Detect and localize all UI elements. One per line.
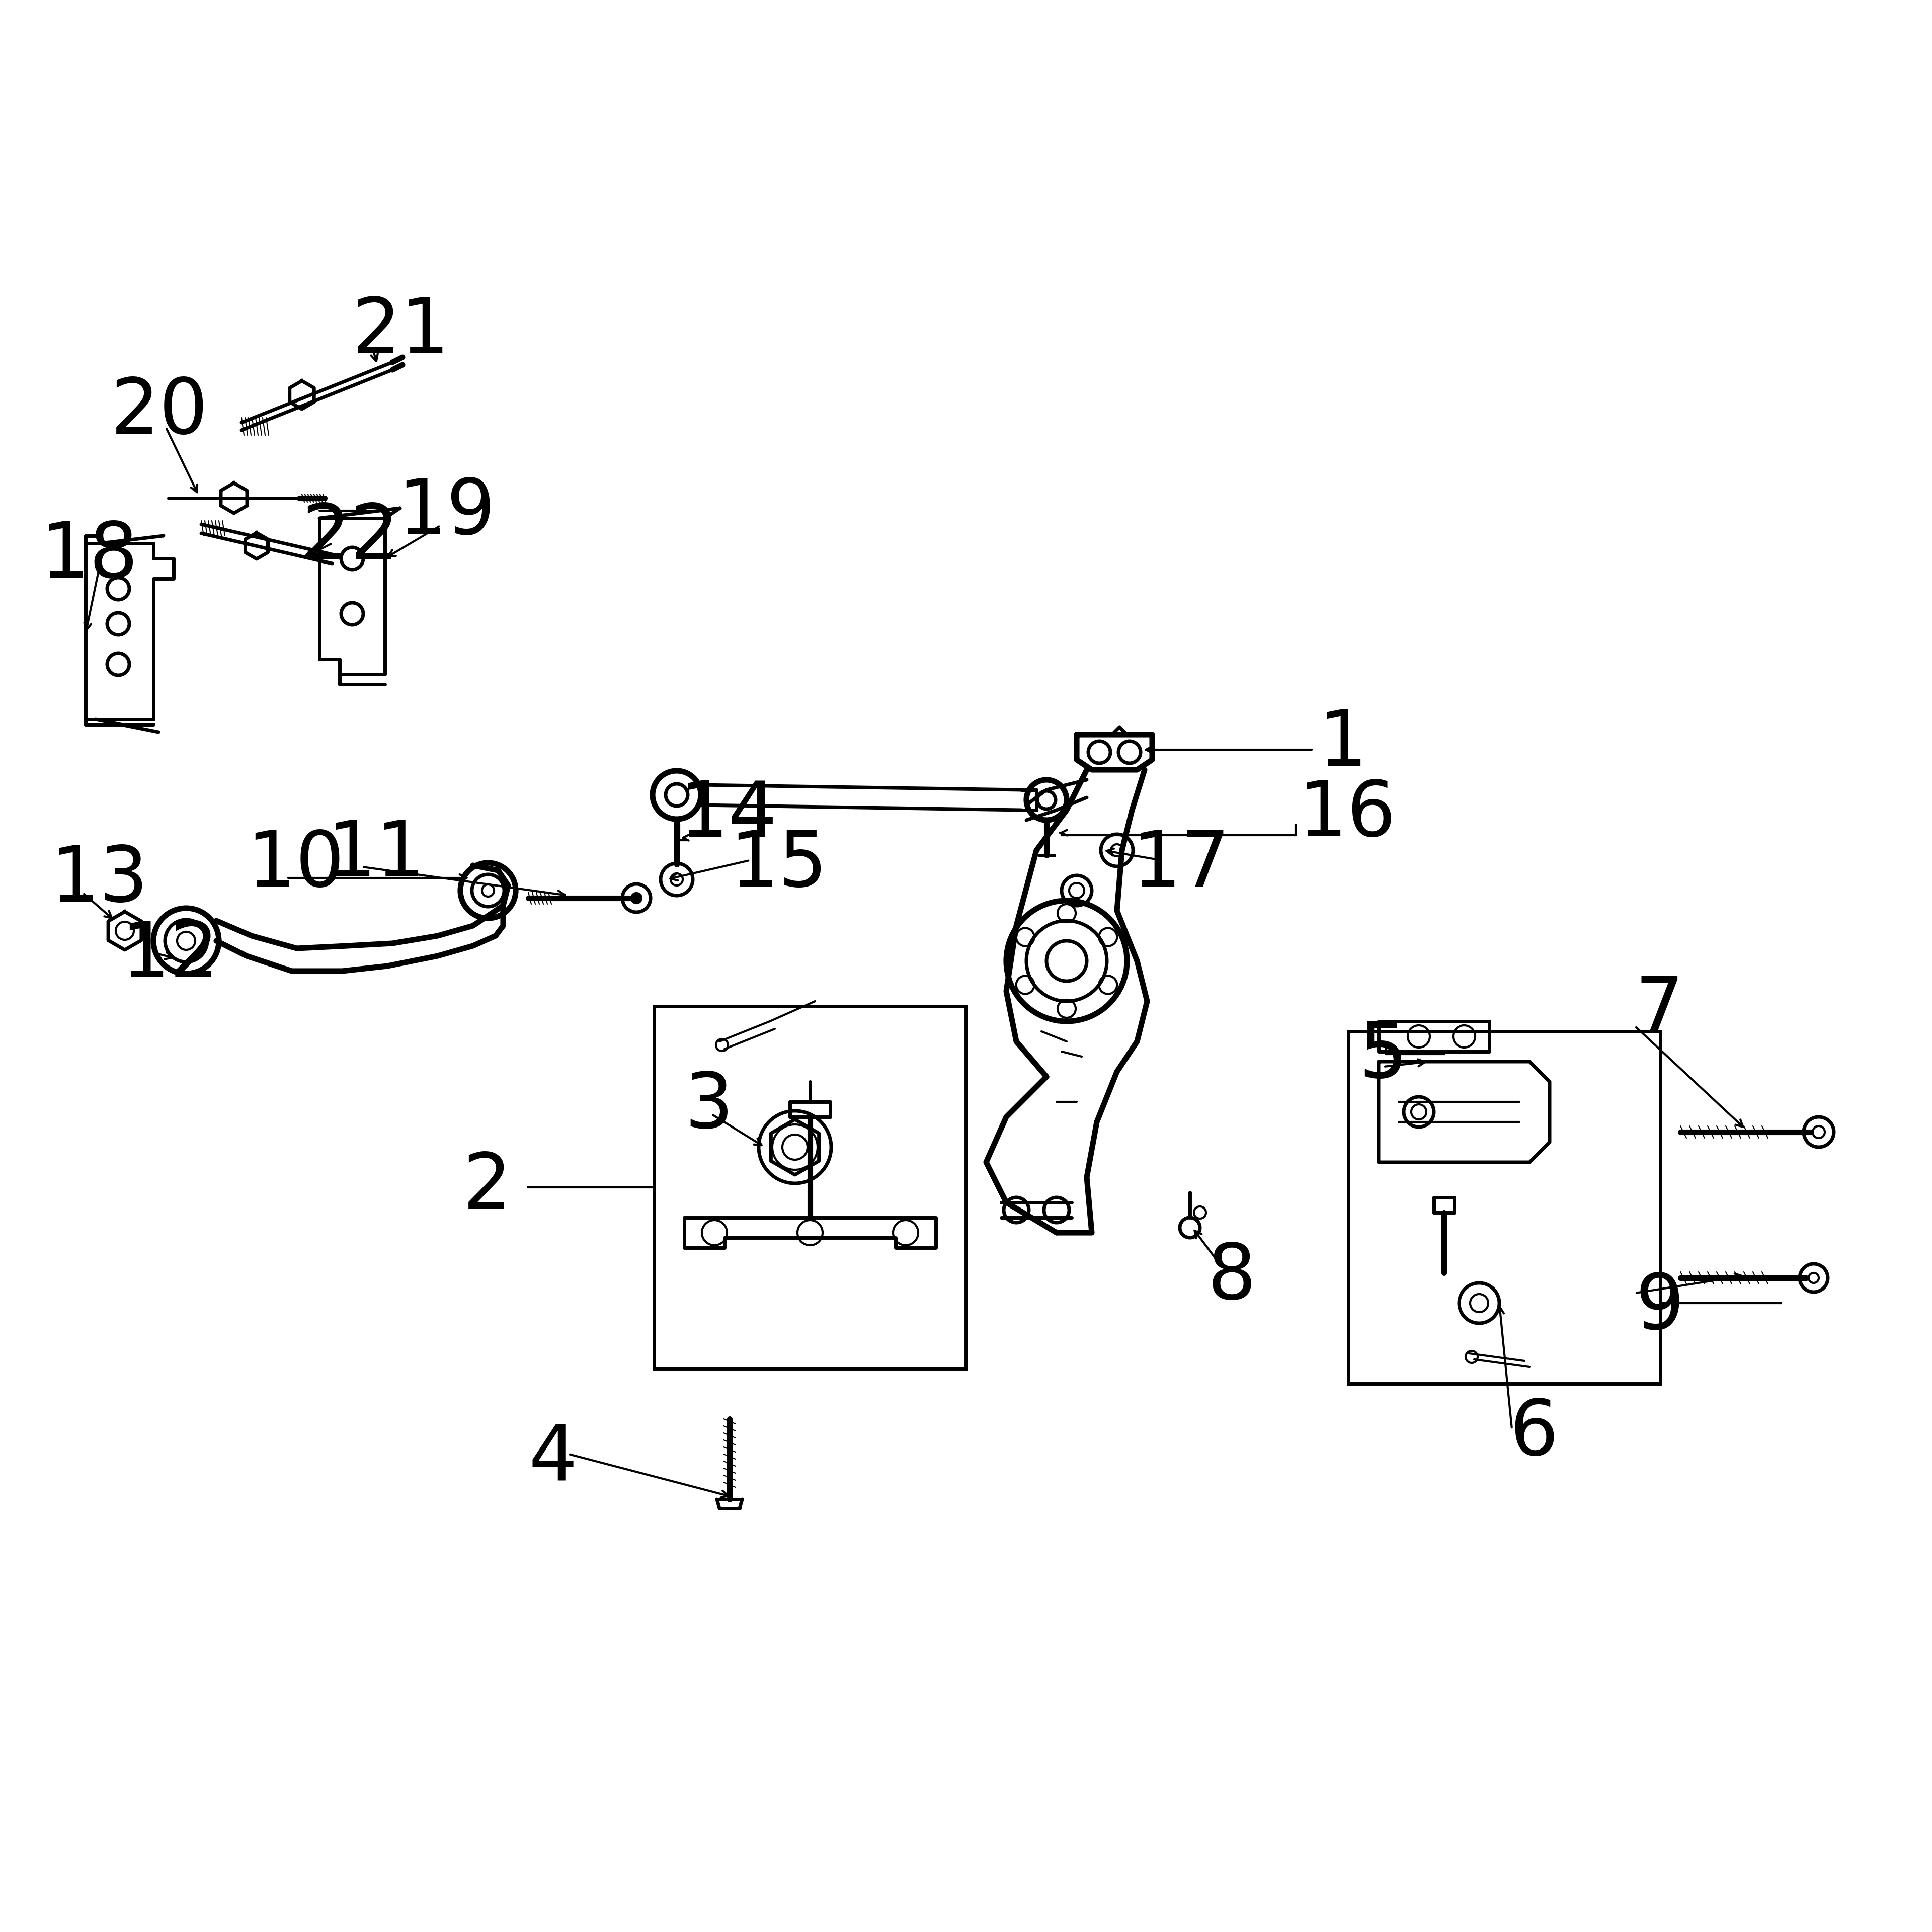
Text: 19: 19 xyxy=(398,475,495,551)
Text: 7: 7 xyxy=(1634,974,1685,1049)
Text: 10: 10 xyxy=(247,829,344,902)
Text: 17: 17 xyxy=(1132,829,1231,902)
Bar xyxy=(1349,1032,1660,1383)
Text: 6: 6 xyxy=(1509,1397,1559,1472)
Circle shape xyxy=(632,893,641,902)
Text: 2: 2 xyxy=(464,1150,512,1225)
Text: 18: 18 xyxy=(41,518,137,593)
Text: 20: 20 xyxy=(110,375,209,450)
Text: 4: 4 xyxy=(527,1422,578,1497)
Text: 5: 5 xyxy=(1358,1018,1406,1094)
Text: 3: 3 xyxy=(684,1070,732,1144)
Text: 16: 16 xyxy=(1298,777,1395,852)
Text: 21: 21 xyxy=(352,294,450,369)
Text: 11: 11 xyxy=(327,817,425,893)
Bar xyxy=(655,1007,966,1368)
Text: 9: 9 xyxy=(1634,1271,1685,1345)
Text: 8: 8 xyxy=(1208,1240,1256,1316)
Text: 15: 15 xyxy=(730,829,827,902)
Text: 14: 14 xyxy=(680,777,777,852)
Text: 1: 1 xyxy=(1318,707,1368,782)
Text: 12: 12 xyxy=(120,918,218,993)
Text: 13: 13 xyxy=(50,842,149,918)
Text: 22: 22 xyxy=(301,500,400,576)
